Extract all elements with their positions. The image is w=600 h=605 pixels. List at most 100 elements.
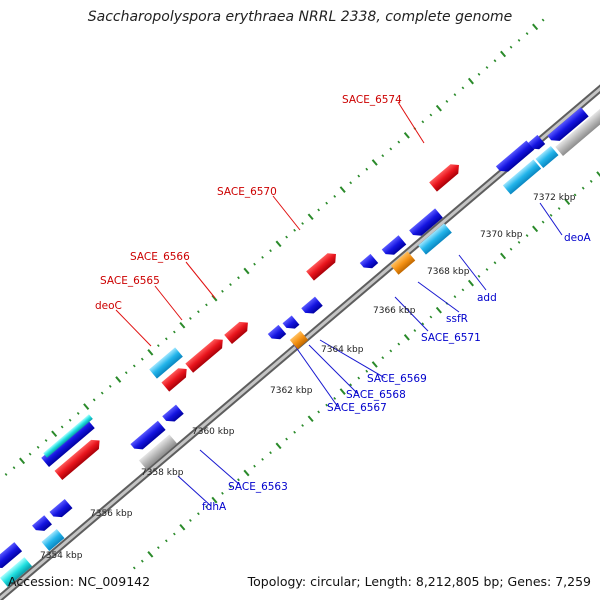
track-dot xyxy=(197,310,200,314)
forward-gene-labels: SACE_6574 SACE_6570 SACE_6566 SACE_6565 … xyxy=(95,94,402,312)
track-dot xyxy=(557,207,561,210)
gene-arrow[interactable] xyxy=(418,223,452,255)
track-dot xyxy=(549,213,553,217)
track-dot xyxy=(36,445,40,449)
scale-tick-label: 7364 kbp xyxy=(321,345,364,355)
track-dot xyxy=(397,140,401,144)
scale-tick-label: 7362 kbp xyxy=(270,386,313,396)
track-dot xyxy=(205,303,208,307)
gene-arrow[interactable] xyxy=(185,335,226,373)
gene-arrow[interactable] xyxy=(526,134,546,153)
track-dot xyxy=(325,403,329,407)
gene-label[interactable]: deoA xyxy=(564,232,592,244)
track-dot xyxy=(333,194,337,198)
scale-tick-major xyxy=(19,457,26,465)
track-dot xyxy=(317,410,321,414)
gene-label[interactable]: add xyxy=(477,292,497,304)
gene-label[interactable]: SACE_6568 xyxy=(346,389,406,401)
scale-tick-label: 7368 kbp xyxy=(427,267,470,277)
gene-arrow[interactable] xyxy=(43,414,93,458)
scale-tick-major xyxy=(564,198,571,206)
scale-tick-major xyxy=(307,415,314,423)
track-dot xyxy=(485,268,489,271)
scale-labels: 7354 kbp 7356 kbp 7358 kbp 7360 kbp 7362… xyxy=(40,193,576,561)
track-dot xyxy=(164,337,168,341)
gene-arrow[interactable] xyxy=(41,419,95,467)
scale-tick-major xyxy=(179,523,186,531)
track-dot xyxy=(301,222,304,225)
gene-arrow[interactable] xyxy=(555,108,600,156)
scale-tick-major xyxy=(532,225,539,233)
gene-arrow[interactable] xyxy=(381,235,407,258)
gene-arrow[interactable] xyxy=(547,107,589,145)
scale-tick-major xyxy=(403,132,410,139)
scale-tick-major xyxy=(147,349,154,356)
gene-arrow[interactable] xyxy=(49,498,73,521)
gene-arrow[interactable] xyxy=(149,347,183,379)
track-dot xyxy=(325,201,329,205)
gene-arrow[interactable] xyxy=(429,160,463,192)
gene-label[interactable]: SACE_6567 xyxy=(327,402,387,414)
track-dot xyxy=(389,147,393,151)
gene-label[interactable]: SACE_6574 xyxy=(342,94,402,106)
track-dot xyxy=(357,376,361,380)
track-dot xyxy=(156,344,160,348)
gene-arrow[interactable] xyxy=(54,436,104,481)
gene-label[interactable]: SACE_6565 xyxy=(100,275,160,287)
gene-arrow[interactable] xyxy=(130,420,166,453)
track-dot xyxy=(477,274,481,278)
gene-arrow[interactable] xyxy=(535,145,559,169)
track-dot xyxy=(4,473,8,476)
gene-arrow[interactable] xyxy=(0,542,23,572)
track-dot xyxy=(485,66,489,69)
gene-label[interactable]: SACE_6566 xyxy=(130,251,190,263)
track-dot xyxy=(140,559,144,563)
track-dot xyxy=(156,546,160,550)
track-dot xyxy=(92,398,96,402)
gene-arrow[interactable] xyxy=(41,528,65,552)
gene-arrow[interactable] xyxy=(224,318,252,344)
gene-arrow[interactable] xyxy=(502,159,542,195)
scale-tick-major xyxy=(211,496,218,504)
gene-label[interactable]: SACE_6571 xyxy=(421,332,481,344)
gene-arrow[interactable] xyxy=(359,253,379,272)
track-dot xyxy=(237,478,240,482)
scale-tick-major xyxy=(500,252,507,260)
track-dot xyxy=(221,289,224,293)
gene-arrow[interactable] xyxy=(282,315,300,333)
gene-arrow[interactable] xyxy=(138,434,178,470)
gene-label[interactable]: fdhA xyxy=(202,501,227,513)
track-dot xyxy=(229,283,232,287)
gene-arrow[interactable] xyxy=(495,140,535,175)
gene-arrow[interactable] xyxy=(409,208,443,239)
gene-arrow[interactable] xyxy=(161,364,190,392)
gene-arrow[interactable] xyxy=(162,404,184,426)
gene-label[interactable]: ssfR xyxy=(446,313,468,325)
gene-arrow[interactable] xyxy=(0,557,33,587)
scale-tick-major xyxy=(275,240,282,248)
scale-tick-label: 7360 kbp xyxy=(192,427,235,437)
gene-arrow[interactable] xyxy=(267,324,287,343)
gene-label[interactable]: SACE_6570 xyxy=(217,186,277,198)
gene-label[interactable]: SACE_6569 xyxy=(367,373,427,385)
gene-arrow[interactable] xyxy=(301,296,323,318)
gene-arrow[interactable] xyxy=(306,249,340,281)
scale-tick-major xyxy=(371,159,378,166)
track-dot xyxy=(269,249,272,253)
gene-arrow[interactable] xyxy=(32,515,52,535)
track-dot xyxy=(509,45,513,49)
scale-tick-label: 7366 kbp xyxy=(373,306,416,316)
track-dot xyxy=(461,86,465,90)
reverse-strand-genes xyxy=(0,107,600,587)
gene-arrow[interactable] xyxy=(390,251,416,275)
gene-arrow[interactable] xyxy=(289,330,309,350)
scale-tick-label: 7356 kbp xyxy=(90,509,133,519)
scale-tick-major xyxy=(243,267,250,275)
track-dot xyxy=(349,383,353,387)
scale-tick-major xyxy=(596,171,600,178)
gene-label[interactable]: SACE_6563 xyxy=(228,481,288,493)
gene-label[interactable]: deoC xyxy=(95,300,122,312)
scale-tick-major xyxy=(339,388,346,395)
track-dot xyxy=(261,255,264,259)
track-dot xyxy=(525,32,529,36)
